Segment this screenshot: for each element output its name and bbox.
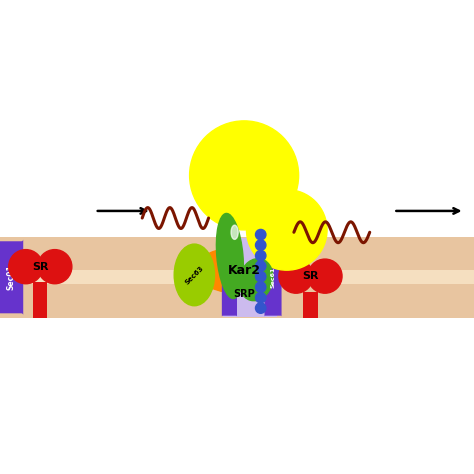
Text: SRP: SRP [233, 289, 255, 299]
Circle shape [308, 259, 342, 293]
Circle shape [255, 272, 266, 282]
Circle shape [255, 303, 266, 313]
FancyBboxPatch shape [0, 237, 474, 270]
Text: SR: SR [32, 262, 48, 272]
Circle shape [190, 121, 299, 230]
Text: Sec61: Sec61 [271, 266, 275, 288]
Ellipse shape [231, 225, 238, 239]
Circle shape [255, 250, 266, 261]
Circle shape [246, 190, 327, 270]
Circle shape [255, 261, 266, 271]
Circle shape [255, 282, 266, 292]
FancyBboxPatch shape [0, 284, 474, 318]
Circle shape [255, 292, 266, 303]
Circle shape [255, 229, 266, 240]
FancyBboxPatch shape [0, 239, 23, 315]
Ellipse shape [194, 246, 294, 294]
FancyBboxPatch shape [222, 238, 237, 317]
FancyBboxPatch shape [223, 238, 277, 317]
Text: Kar2: Kar2 [228, 264, 261, 277]
Circle shape [9, 250, 43, 284]
FancyBboxPatch shape [303, 292, 318, 318]
Circle shape [38, 250, 72, 284]
FancyBboxPatch shape [264, 238, 282, 317]
Ellipse shape [239, 259, 273, 301]
Ellipse shape [174, 244, 214, 306]
Ellipse shape [217, 213, 243, 299]
FancyBboxPatch shape [0, 270, 474, 284]
Text: SR: SR [302, 271, 319, 281]
FancyBboxPatch shape [33, 282, 47, 318]
Circle shape [255, 240, 266, 250]
Text: Sec63: Sec63 [184, 264, 205, 285]
Text: Sec01: Sec01 [6, 264, 15, 290]
Circle shape [279, 259, 313, 293]
